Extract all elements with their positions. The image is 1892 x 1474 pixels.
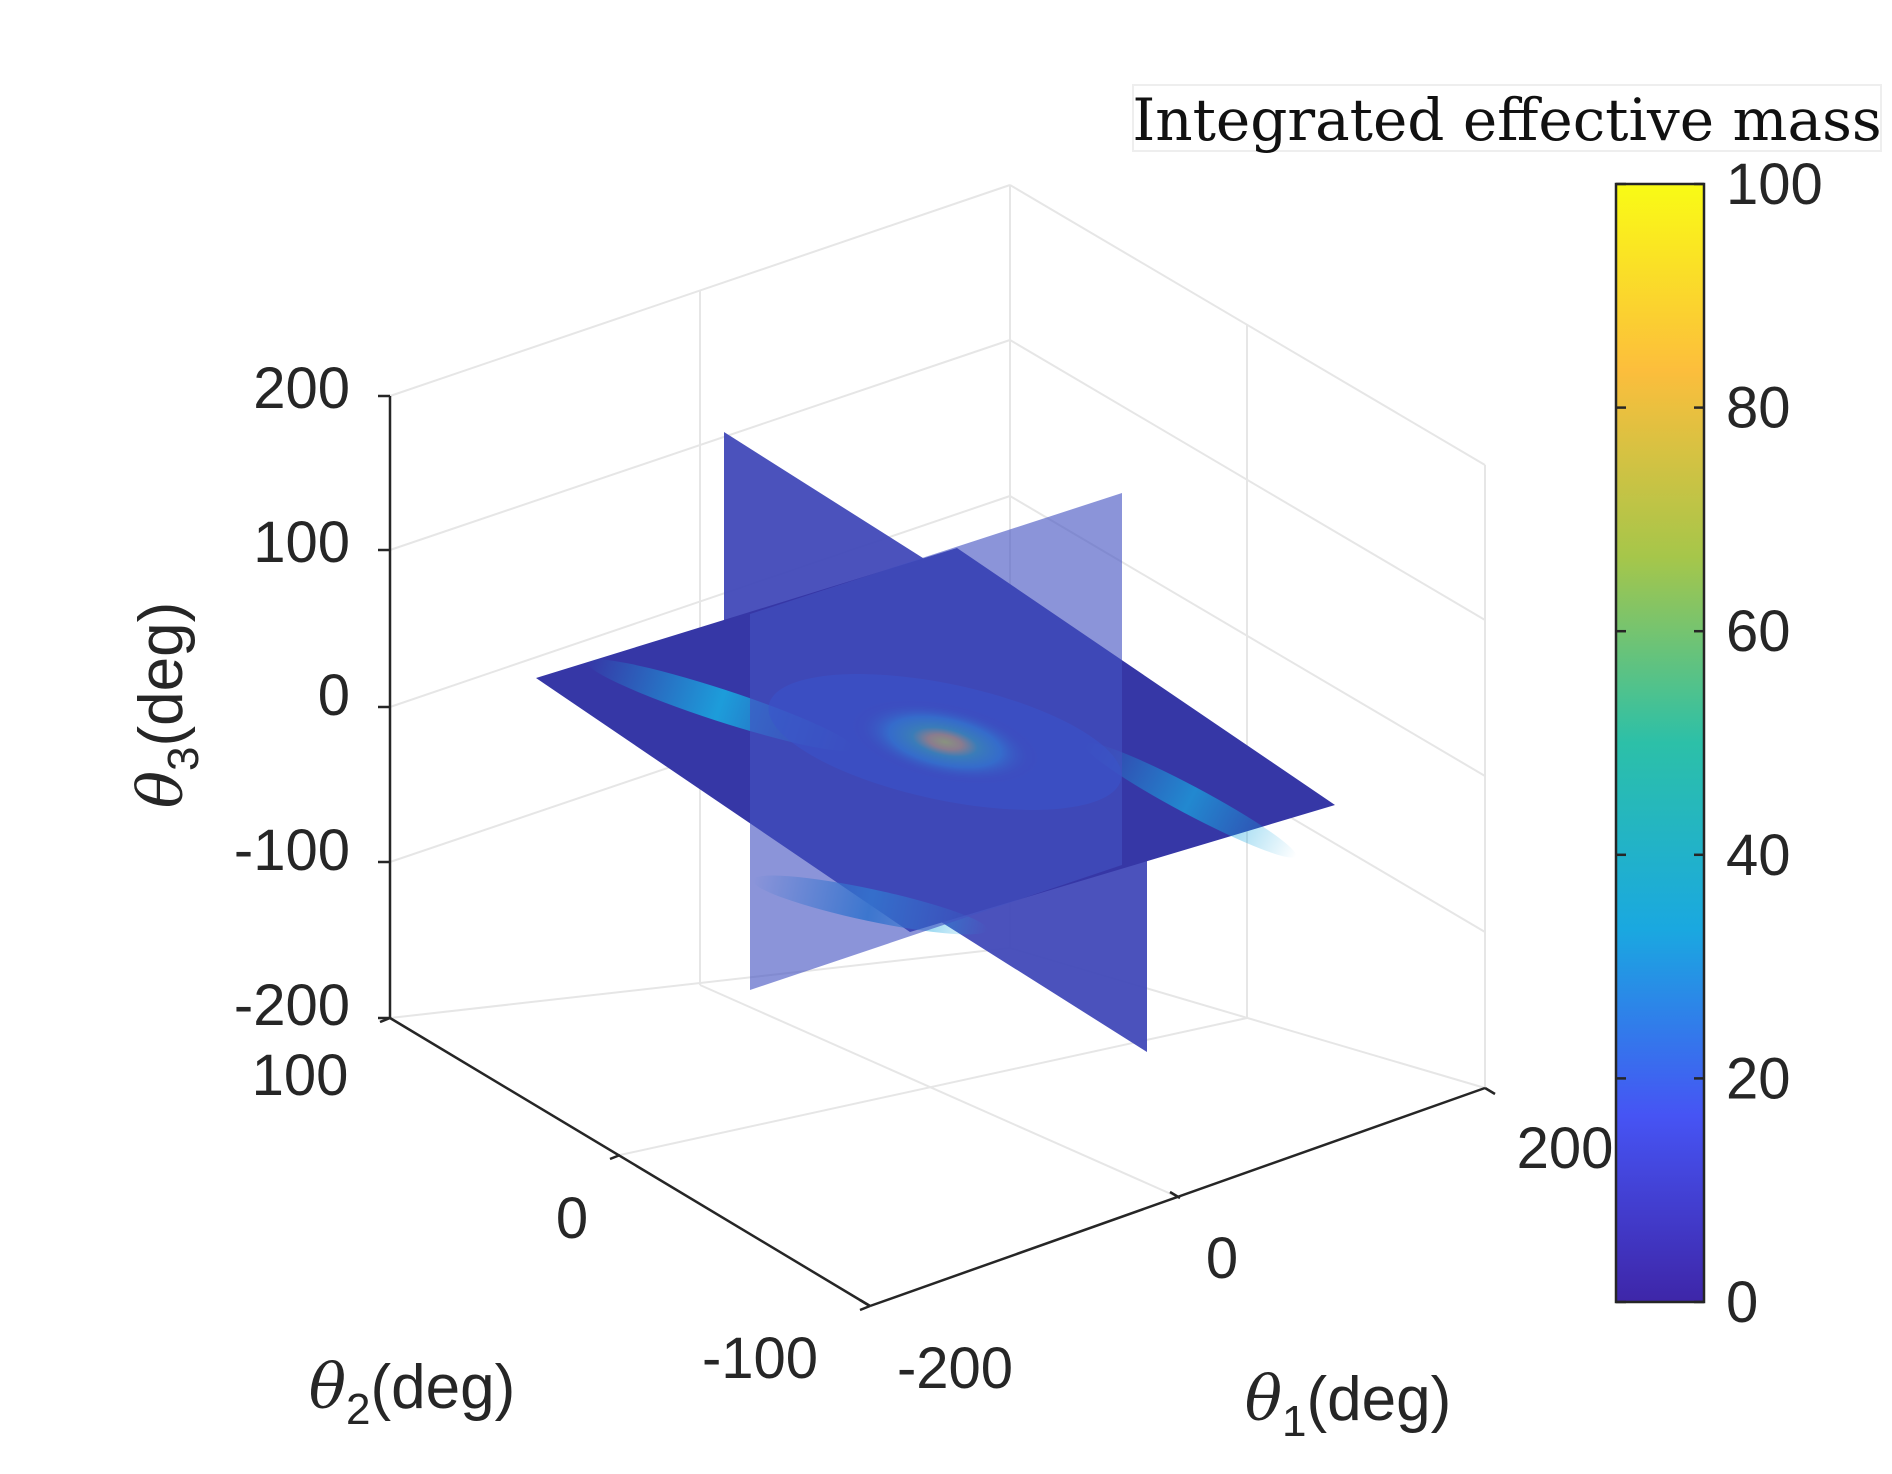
z-axis-unit: (deg)	[127, 602, 196, 747]
colorbar-title: Integrated effective mass	[1132, 86, 1881, 154]
x-tick-label: -200	[897, 1336, 1013, 1401]
y-axis-unit: (deg)	[371, 1353, 516, 1422]
slice-y-plane	[750, 493, 1122, 990]
x-axis-unit: (deg)	[1307, 1365, 1452, 1434]
z-tick-label: 100	[253, 510, 350, 575]
z-tick-label: -100	[234, 818, 350, 883]
colorbar-tick-label: 20	[1726, 1046, 1791, 1111]
slice-planes	[536, 432, 1335, 1052]
z-tick-label: -200	[234, 973, 350, 1038]
z-tick-label: 200	[253, 356, 350, 421]
colorbar-tick-label: 0	[1726, 1270, 1758, 1335]
colorbar-tick-label: 100	[1726, 152, 1823, 217]
z-axis-label: θ3(deg)	[124, 602, 208, 809]
colorbar-tick-label: 40	[1726, 823, 1791, 888]
colorbar-tick-label: 60	[1726, 599, 1791, 664]
x-axis-sub: 1	[1282, 1397, 1306, 1446]
x-axis-symbol: θ	[1245, 1362, 1282, 1435]
x-tick-labels: -200 0 200	[897, 1116, 1613, 1401]
y-tick-label: -100	[702, 1326, 818, 1391]
z-tick-labels: 200 100 0 -100 -200	[234, 356, 350, 1038]
x-axis-label: θ1(deg)	[1245, 1362, 1452, 1446]
y-tick-labels: 100 0 -100	[252, 1043, 818, 1391]
z-axis-symbol: θ	[124, 771, 197, 808]
y-axis-sub: 2	[346, 1385, 370, 1434]
x-tick-label: 200	[1517, 1116, 1614, 1181]
colorbar-tick-label: 80	[1726, 376, 1791, 441]
x-tick-label: 0	[1206, 1226, 1238, 1291]
y-axis-label: θ2(deg)	[309, 1350, 516, 1434]
axes	[378, 394, 1496, 1312]
svg-text:θ3(deg): θ3(deg)	[124, 602, 208, 809]
z-axis-sub: 3	[159, 746, 208, 770]
y-tick-label: 0	[556, 1186, 588, 1251]
y-tick-label: 100	[252, 1043, 349, 1108]
colorbar-gradient	[1614, 182, 1706, 1304]
y-axis-symbol: θ	[309, 1350, 346, 1423]
z-tick-label: 0	[318, 663, 350, 728]
colorbar-ticks: 0 20 40 60 80 100	[1616, 152, 1823, 1335]
colorbar: Integrated effective mass 0 20 40 60 80 100	[1132, 84, 1882, 1335]
